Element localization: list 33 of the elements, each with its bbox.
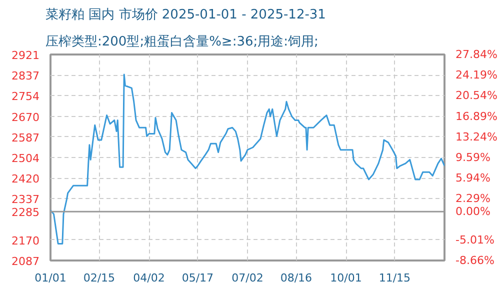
x-tick-label: 07/02	[232, 272, 264, 284]
y-tick-label: 2921	[12, 49, 40, 62]
y2-tick-label: 9.59%	[456, 151, 490, 164]
y-tick-label: 2504	[12, 152, 40, 165]
y2-tick-label: -8.66%	[456, 254, 494, 267]
y-tick-label: 2420	[12, 172, 40, 186]
line-series	[50, 74, 444, 244]
y2-tick-label: 13.24%	[456, 130, 498, 144]
y-tick-label: 2837	[12, 70, 40, 83]
y2-tick-label: -5.01%	[456, 233, 494, 246]
y2-tick-label: 27.84%	[456, 48, 498, 61]
chart-subtitle: 压榨类型:200型;粗蛋白含量%≥:36;用途:饲用;	[46, 34, 318, 50]
y-tick-label: 2670	[12, 111, 40, 124]
x-tick-label: 08/16	[280, 272, 312, 284]
y2-tick-label: 0.00%	[456, 205, 490, 218]
y-tick-label: 2754	[12, 90, 40, 104]
y-tick-label: 2087	[12, 255, 40, 268]
x-tick-label: 11/15	[378, 272, 411, 284]
x-tick-label: 02/15	[83, 272, 116, 284]
y-tick-label: 2587	[12, 132, 40, 144]
y2-tick-label: 24.19%	[456, 68, 498, 82]
x-tick-label: 04/02	[133, 272, 165, 284]
x-tick-label: 05/17	[182, 272, 214, 284]
chart-title: 菜籽粕 国内 市场价 2025-01-01 - 2025-12-31	[46, 8, 326, 22]
y2-tick-label: 16.89%	[456, 110, 498, 123]
y2-tick-label: 20.54%	[456, 89, 498, 102]
y-tick-label: 2170	[12, 234, 40, 248]
y2-tick-label: 2.29%	[456, 192, 490, 206]
x-tick-label: 10/01	[330, 272, 362, 284]
y2-tick-label: 5.94%	[456, 172, 490, 185]
y-tick-label: 2285	[12, 206, 40, 220]
y-tick-label: 2337	[12, 193, 40, 206]
x-tick-label: 01/01	[34, 272, 66, 284]
